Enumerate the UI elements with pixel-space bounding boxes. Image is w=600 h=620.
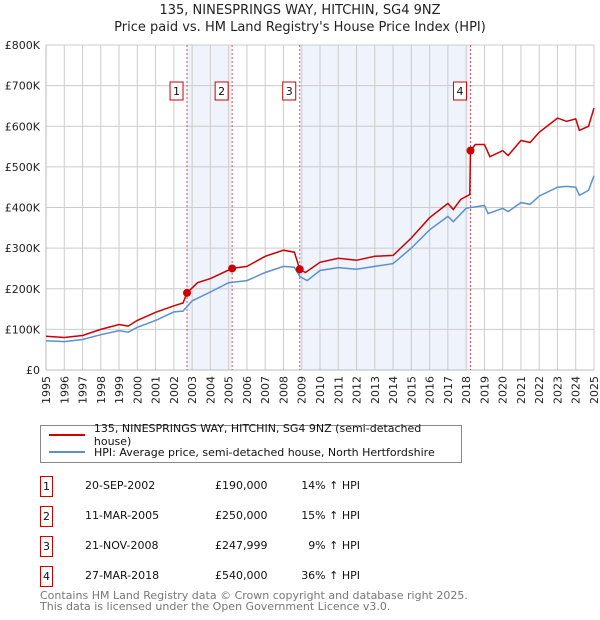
x-tick-label: 1997: [77, 376, 90, 404]
y-tick-label: £200K: [5, 283, 41, 296]
x-tick-label: 2004: [204, 376, 217, 404]
sale-label-box: 4: [453, 81, 468, 101]
x-tick-label: 2000: [131, 376, 144, 404]
y-tick-label: £600K: [5, 120, 41, 133]
x-tick-label: 2003: [186, 376, 199, 404]
x-tick-label: 2010: [314, 376, 327, 404]
sale-label-number: 2: [218, 85, 225, 98]
x-tick-label: 2015: [405, 376, 418, 404]
x-tick-label: 2016: [424, 376, 437, 404]
legend-item-hpi: HPI: Average price, semi-detached house,…: [49, 443, 435, 461]
legend: 135, NINESPRINGS WAY, HITCHIN, SG4 9NZ (…: [40, 422, 462, 463]
x-tick-label: 2005: [223, 376, 236, 404]
sale-number-badge: 1: [40, 476, 53, 497]
sale-label-box: 1: [169, 81, 184, 101]
x-tick-label: 2022: [533, 376, 546, 404]
sale-label-box: 3: [282, 81, 297, 101]
x-tick-label: 2002: [168, 376, 181, 404]
hpi-line: [45, 175, 595, 343]
y-tick-label: £500K: [5, 161, 41, 174]
sale-date: 20-SEP-2002: [85, 479, 156, 492]
sale-price: £190,000: [215, 479, 268, 492]
sale-row: 2 11-MAR-2005 £250,000 15% ↑ HPI: [40, 506, 440, 527]
sale-row: 1 20-SEP-2002 £190,000 14% ↑ HPI: [40, 476, 440, 497]
price-paid-line: [45, 107, 595, 339]
x-tick-label: 1996: [58, 376, 71, 404]
y-tick-label: £800K: [5, 39, 41, 52]
x-tick-label: 2011: [332, 376, 345, 404]
sale-point: [466, 146, 475, 155]
sale-label-number: 1: [173, 85, 180, 98]
footer-line-1: Contains HM Land Registry data © Crown c…: [40, 589, 468, 602]
sale-hpi-diff: 14% ↑ HPI: [301, 479, 360, 492]
x-tick-label: 2019: [478, 376, 491, 404]
sale-point: [295, 265, 304, 274]
sale-price: £247,999: [215, 539, 268, 552]
plot-area: 1995 1996 1997 1998 1999 2000 2001 2002 2003 2004…: [5, 39, 600, 404]
x-tick-label: 2007: [259, 376, 272, 404]
sale-label-border: [214, 81, 229, 101]
x-tick-label: 2024: [570, 376, 583, 404]
x-tick-label: 2008: [277, 376, 290, 404]
x-tick-label: 2001: [150, 376, 163, 404]
legend-item-property: 135, NINESPRINGS WAY, HITCHIN, SG4 9NZ (…: [49, 422, 461, 448]
sale-label-box: 2: [214, 81, 229, 101]
legend-label: HPI: Average price, semi-detached house,…: [94, 445, 435, 459]
legend-swatch-blue: [49, 451, 85, 453]
y-tick-label: £100K: [5, 323, 41, 336]
y-tick-label: £300K: [5, 242, 41, 255]
sale-number-badge: 2: [40, 506, 53, 527]
sale-label-border: [282, 81, 297, 101]
chart-title: 135, NINESPRINGS WAY, HITCHIN, SG4 9NZ: [159, 3, 441, 18]
x-tick-label: 2023: [551, 376, 564, 404]
legend-swatch-red: [49, 434, 85, 436]
sale-label-number: 3: [286, 85, 293, 98]
sale-price: £540,000: [215, 569, 268, 582]
x-tick-label: 2018: [460, 376, 473, 404]
sale-row: 3 21-NOV-2008 £247,999 9% ↑ HPI: [40, 536, 440, 557]
sale-point: [183, 288, 192, 297]
x-tick-label: 2017: [442, 376, 455, 404]
x-tick-label: 2013: [369, 376, 382, 404]
sale-date: 11-MAR-2005: [85, 509, 160, 522]
x-tick-label: 1995: [40, 376, 53, 404]
sale-hpi-diff: 9% ↑ HPI: [308, 539, 360, 552]
x-tick-label: 2009: [296, 376, 309, 404]
x-tick-label: 1998: [95, 376, 108, 404]
sale-label-border: [453, 81, 468, 101]
chart-subtitle: Price paid vs. HM Land Registry's House …: [114, 20, 486, 35]
sale-point: [228, 264, 237, 273]
x-tick-label: 1999: [113, 376, 126, 404]
y-tick-label: £0: [26, 364, 40, 377]
x-tick-label: 2012: [351, 376, 364, 404]
x-tick-label: 2025: [588, 376, 600, 404]
x-tick-label: 2014: [387, 376, 400, 404]
legend-label: 135, NINESPRINGS WAY, HITCHIN, SG4 9NZ (…: [93, 422, 422, 448]
sale-label-number: 4: [457, 85, 464, 98]
sale-hpi-diff: 36% ↑ HPI: [301, 569, 360, 582]
sale-number-badge: 3: [40, 536, 53, 557]
sale-date: 27-MAR-2018: [85, 569, 160, 582]
sale-row: 4 27-MAR-2018 £540,000 36% ↑ HPI: [40, 566, 440, 587]
sale-price: £250,000: [215, 509, 268, 522]
sale-number-badge: 4: [40, 566, 53, 587]
y-tick-label: £700K: [5, 80, 41, 93]
sale-date: 21-NOV-2008: [85, 539, 159, 552]
x-tick-label: 2020: [497, 376, 510, 404]
footer: Contains HM Land Registry data © Crown c…: [40, 590, 468, 612]
x-tick-label: 2021: [515, 376, 528, 404]
sale-hpi-diff: 15% ↑ HPI: [301, 509, 360, 522]
x-tick-label: 2006: [241, 376, 254, 404]
y-tick-label: £400K: [5, 202, 41, 215]
sale-label-border: [169, 81, 184, 101]
footer-line-2: This data is licensed under the Open Gov…: [40, 600, 391, 613]
